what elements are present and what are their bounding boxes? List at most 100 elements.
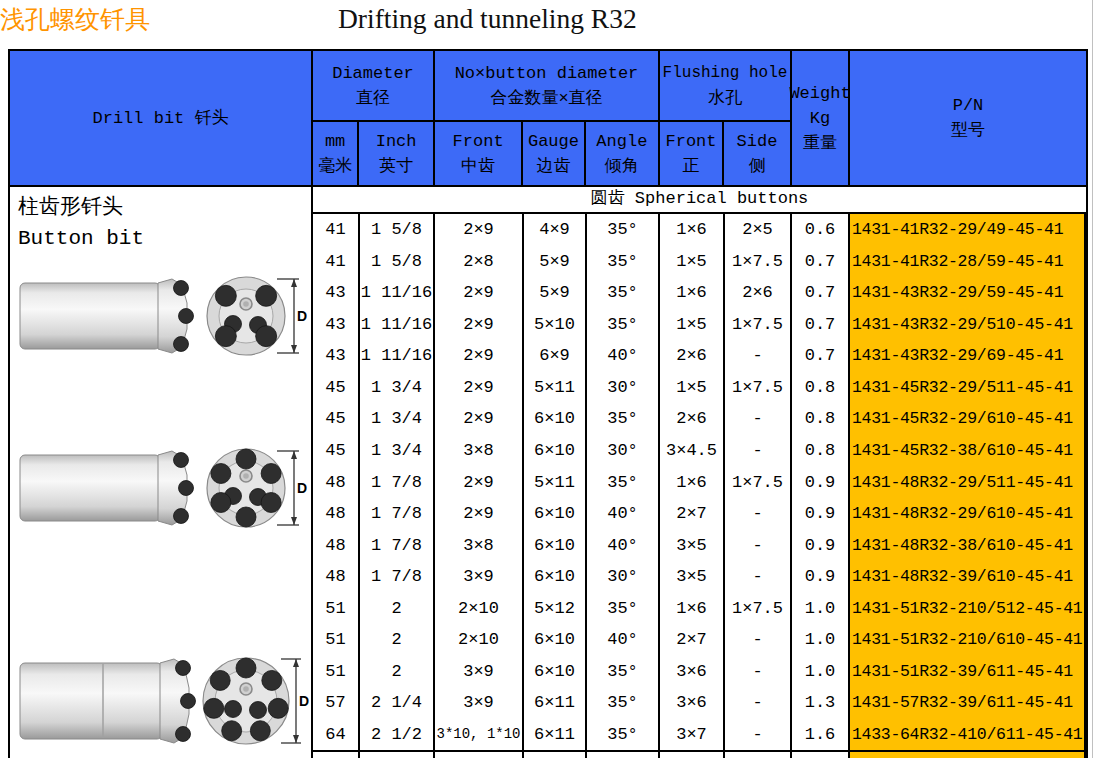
- header-fh-side-en: Side: [737, 129, 778, 154]
- header-weight: Weight Kg 重量: [792, 51, 850, 185]
- header-pn-en: P/N: [953, 93, 984, 118]
- cell-gauge: 5×11: [524, 372, 587, 404]
- header-drill-bit: Drill bit 钎头: [10, 51, 313, 185]
- table-row: 451 3/43×86×1030°3×4.5-0.81431-45R32-38/…: [313, 435, 1086, 467]
- cell-fh_front: 2×6: [660, 340, 725, 372]
- cell-fh_side: -: [725, 435, 792, 467]
- table-row: 5122×106×1040°2×7-1.01431-51R32-210/610-…: [313, 624, 1086, 656]
- cell-front: 3×9: [435, 561, 524, 593]
- header-inch-en: Inch: [376, 129, 417, 154]
- cell-front: 2×9: [435, 214, 524, 246]
- cell-inch: 1 11/16: [360, 309, 435, 341]
- cell-fh_front: 3×7: [660, 719, 725, 751]
- cell-inch: 2: [360, 655, 435, 687]
- cell-gauge: 5×10: [524, 309, 587, 341]
- cell-pn: 1431-51R32-210/512-45-41: [850, 592, 1086, 624]
- cell-fh_front: 1×6: [660, 466, 725, 498]
- svg-text:D: D: [297, 308, 307, 324]
- cell-pn: 1431-41R32-28/59-45-41: [850, 246, 1086, 278]
- cell-fh_front: 3×5: [660, 529, 725, 561]
- cell-inch: 2: [360, 624, 435, 656]
- cell-mm: 64: [313, 719, 360, 751]
- cell-weight: 0.6: [792, 214, 850, 246]
- cell-angle: 35°: [587, 592, 660, 624]
- cell-mm: 57: [313, 687, 360, 719]
- cell-inch: 1 3/4: [360, 372, 435, 404]
- cell-mm: 51: [313, 655, 360, 687]
- cell-fh_front: 2×7: [660, 624, 725, 656]
- cell-fh_side: 1×7.5: [725, 246, 792, 278]
- cell-angle: 35°: [587, 403, 660, 435]
- cell-angle: 35°: [587, 277, 660, 309]
- header-fh-front: Front 正: [660, 122, 724, 185]
- header-gauge: Gauge 边齿: [523, 122, 585, 185]
- cell-front: 2×9: [435, 340, 524, 372]
- cell-weight: 0.7: [792, 246, 850, 278]
- cell-gauge: 5×12: [524, 592, 587, 624]
- cell-gauge: 6×9: [524, 340, 587, 372]
- cell-mm: 51: [313, 592, 360, 624]
- cell-pn: 1431-51R32-39/611-45-41: [850, 655, 1086, 687]
- header-front: Front 中齿: [435, 122, 523, 185]
- cell-fh_side: -: [725, 624, 792, 656]
- header-drill-bit-label: Drill bit 钎头: [92, 106, 228, 131]
- cell-fh_side: 1×7.5: [725, 372, 792, 404]
- header-angle-en: Angle: [596, 129, 647, 154]
- table-header: Drill bit 钎头 Diameter 直径 mm 毫米 Inch 英寸 N…: [10, 51, 1086, 187]
- cell-mm: 48: [313, 529, 360, 561]
- cell-fh_side: 1×7.5: [725, 466, 792, 498]
- cell-weight: 0.9: [792, 466, 850, 498]
- cell-front: 2×10: [435, 592, 524, 624]
- cell-fh_front: 1×5: [660, 246, 725, 278]
- cell-inch: 1 7/8: [360, 561, 435, 593]
- cell-angle: 35°: [587, 719, 660, 751]
- drill-bit-image-3: D: [18, 655, 310, 747]
- cell-pn: 1431-57R32-39/611-45-41: [850, 687, 1086, 719]
- cell-fh_front: 3×6: [660, 655, 725, 687]
- cell-front: 2×9: [435, 498, 524, 530]
- cell-pn: 1431-43R32-29/69-45-41: [850, 340, 1086, 372]
- cell-fh_front: 1×5: [660, 309, 725, 341]
- cell-angle: 35°: [587, 466, 660, 498]
- cell-fh_front: 2×7: [660, 498, 725, 530]
- svg-text:D: D: [297, 480, 307, 496]
- cell-weight: 0.9: [792, 561, 850, 593]
- table-row: 431 11/162×95×935°1×62×60.71431-43R32-29…: [313, 277, 1086, 309]
- cell-mm: 43: [313, 277, 360, 309]
- cell-weight: 1.0: [792, 655, 850, 687]
- cell-fh_side: -: [725, 561, 792, 593]
- header-weight-en: Weight: [789, 81, 850, 106]
- cell-fh_side: -: [725, 498, 792, 530]
- cell-pn: 1431-43R32-29/59-45-41: [850, 277, 1086, 309]
- cell-inch: 1 5/8: [360, 214, 435, 246]
- cell-fh_side: -: [725, 687, 792, 719]
- section-header: 圆齿 Spherical buttons: [313, 187, 1086, 214]
- cell-angle: 35°: [587, 655, 660, 687]
- cell-inch: 1 3/4: [360, 435, 435, 467]
- header-mm: mm 毫米: [313, 122, 359, 185]
- cell-fh_front: 3×5: [660, 561, 725, 593]
- cell-fh_side: -: [725, 403, 792, 435]
- header-gauge-cn: 边齿: [536, 154, 570, 179]
- cell-angle: 30°: [587, 561, 660, 593]
- cell-angle: 40°: [587, 624, 660, 656]
- header-front-en: Front: [453, 129, 504, 154]
- cell-pn: 1431-41R32-29/49-45-41: [850, 214, 1086, 246]
- cell-pn: 1431-43R32-29/510-45-41: [850, 309, 1086, 341]
- cell-pn: 1431-48R32-39/610-45-41: [850, 561, 1086, 593]
- header-fh-side-cn: 侧: [749, 154, 766, 179]
- cell-gauge: 6×10: [524, 561, 587, 593]
- table-row: 451 3/42×95×1130°1×51×7.50.81431-45R32-2…: [313, 372, 1086, 404]
- header-diameter-cn: 直径: [356, 86, 390, 111]
- cell-angle: 40°: [587, 498, 660, 530]
- cell-pn: 1433-64R32-410/611-45-41: [850, 719, 1086, 751]
- cell-front: 2×9: [435, 403, 524, 435]
- partial-row: [313, 750, 1086, 758]
- cell-inch: 1 7/8: [360, 529, 435, 561]
- cell-gauge: 6×11: [524, 687, 587, 719]
- cell-inch: 1 5/8: [360, 246, 435, 278]
- cell-angle: 35°: [587, 309, 660, 341]
- cell-weight: 0.9: [792, 529, 850, 561]
- header-no-button-en: No×button diameter: [455, 61, 639, 86]
- cell-mm: 43: [313, 309, 360, 341]
